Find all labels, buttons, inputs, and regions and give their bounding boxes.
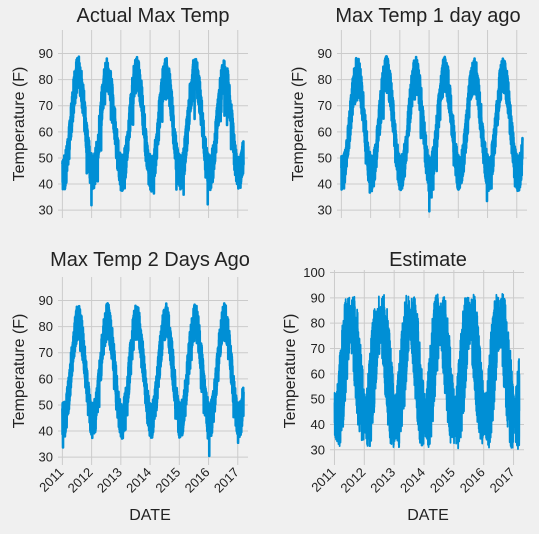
y-tick-labels: 30 40 50 60 70 80 90 (39, 46, 53, 218)
y-tick-label: 90 (311, 290, 325, 305)
y-tick-label: 90 (318, 46, 332, 61)
y-axis-label: Temperature (F) (11, 314, 28, 429)
series-line (61, 302, 245, 458)
temperature-series (61, 302, 245, 458)
y-tick-label: 80 (39, 72, 53, 87)
subplot-max-temp-1-day-ago: 30 40 50 60 70 80 90 Max Temp 1 day ago Temper… (290, 5, 527, 218)
y-tick-label: 80 (39, 319, 53, 334)
temperature-series (333, 293, 521, 451)
y-tick-label: 50 (39, 150, 53, 165)
y-tick-label: 70 (311, 341, 325, 356)
series-line (340, 55, 524, 213)
y-tick-label: 50 (311, 392, 325, 407)
y-tick-label: 30 (318, 203, 332, 218)
x-axis-label: DATE (129, 507, 170, 524)
y-axis-label: Temperature (F) (282, 314, 299, 429)
y-tick-label: 50 (39, 397, 53, 412)
y-tick-label: 70 (39, 345, 53, 360)
subplot-title: Actual Max Temp (76, 5, 229, 27)
subplot-title: Estimate (389, 249, 467, 271)
series-line (333, 293, 521, 451)
y-tick-label: 60 (311, 366, 325, 381)
y-tick-label: 40 (318, 177, 332, 192)
temperature-series (340, 55, 524, 213)
y-tick-label: 50 (318, 150, 332, 165)
y-axis-label: Temperature (F) (11, 67, 28, 182)
y-tick-label: 40 (311, 417, 325, 432)
subplot-actual-max-temp: 30 40 50 60 70 80 90 Actual Max Temp Temperatu… (11, 5, 248, 218)
y-tick-label: 30 (311, 442, 325, 457)
x-axis-label: DATE (407, 507, 448, 524)
y-tick-label: 90 (39, 46, 53, 61)
y-tick-label: 40 (39, 424, 53, 439)
series-line (61, 55, 245, 207)
y-tick-label: 60 (318, 124, 332, 139)
y-tick-labels: 30 40 50 60 70 80 90 (39, 293, 53, 465)
y-tick-label: 100 (303, 265, 325, 280)
subplot-title: Max Temp 1 day ago (335, 5, 520, 27)
y-tick-labels: 30 40 50 60 70 80 90 (318, 46, 332, 218)
y-tick-label: 70 (318, 98, 332, 113)
y-tick-label: 30 (39, 450, 53, 465)
y-axis-label: Temperature (F) (290, 67, 307, 182)
y-tick-label: 60 (39, 124, 53, 139)
y-tick-label: 90 (39, 293, 53, 308)
y-tick-label: 60 (39, 371, 53, 386)
y-tick-label: 30 (39, 203, 53, 218)
y-tick-label: 80 (311, 316, 325, 331)
subplot-title: Max Temp 2 Days Ago (50, 249, 250, 271)
temperature-series (61, 55, 245, 207)
y-tick-label: 40 (39, 177, 53, 192)
y-tick-label: 70 (39, 98, 53, 113)
y-tick-labels: 30 40 50 60 70 80 90 100 (303, 265, 325, 457)
y-tick-label: 80 (318, 72, 332, 87)
